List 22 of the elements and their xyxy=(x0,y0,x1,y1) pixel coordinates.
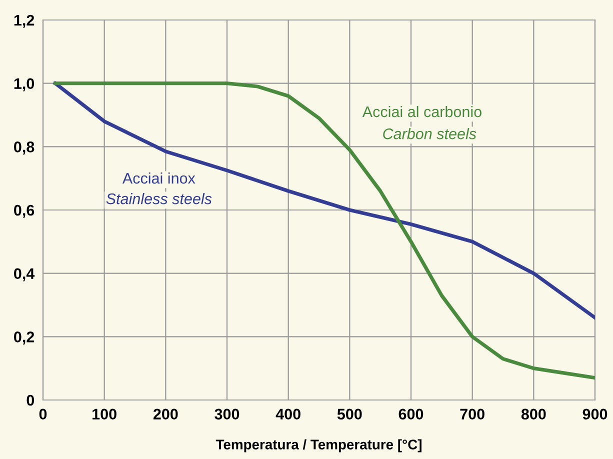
line-series xyxy=(53,82,595,380)
x-tick-label: 700 xyxy=(460,408,484,420)
x-tick-label: 500 xyxy=(337,408,362,420)
series-label: Acciai al carbonio Carbon steels xyxy=(362,106,482,140)
y-tick-label: 1,0 xyxy=(14,78,34,92)
x-tick-label: 900 xyxy=(582,408,608,420)
x-tick-label: 0 xyxy=(39,408,47,420)
x-tick-label: 100 xyxy=(92,408,116,420)
y-tick-label: 0,2 xyxy=(14,332,34,345)
y-tick-label: 0,4 xyxy=(14,268,35,282)
x-tick-label: 300 xyxy=(214,408,240,420)
y-tick-label: 1,2 xyxy=(14,14,34,28)
x-tick-label: 200 xyxy=(153,408,178,420)
x-tick-label: 600 xyxy=(398,408,424,420)
y-tick-label: 0,6 xyxy=(14,204,34,218)
y-tick-label: 0 xyxy=(26,394,34,406)
series-label: Acciai inox Stainless steels xyxy=(106,172,212,204)
line-series xyxy=(53,82,595,320)
x-axis-title: Temperatura / Temperature [°C] xyxy=(216,439,422,452)
x-tick-label: 800 xyxy=(521,408,546,420)
y-tick-label: 0,8 xyxy=(14,142,34,155)
x-tick-label: 400 xyxy=(276,408,300,420)
